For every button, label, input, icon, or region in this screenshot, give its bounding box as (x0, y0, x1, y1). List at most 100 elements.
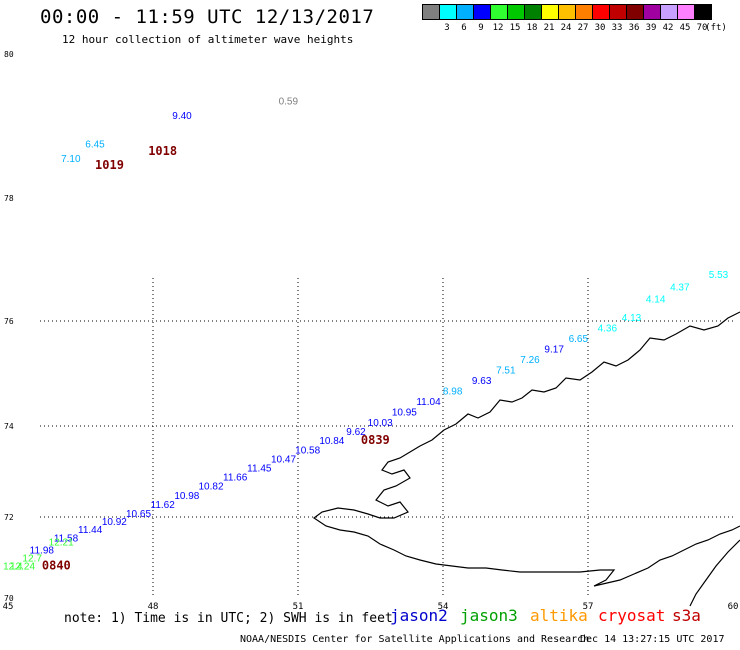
wave-height-label: 12.7 (22, 554, 42, 565)
y-tick-label: 70 (4, 594, 14, 603)
legend-color-swatch (694, 4, 712, 20)
wave-height-label: 7.51 (496, 366, 516, 377)
legend-color-swatch (541, 4, 559, 20)
data-labels: 0.59 7.10 6.45 9.40 1019 1018 5.53 4.37 4.14 4.13… (3, 96, 729, 572)
coastline (312, 311, 740, 607)
legend-value-label: 30 (594, 23, 606, 33)
legend-color-swatch (422, 4, 440, 20)
wave-height-label: 9.62 (346, 427, 366, 438)
wave-height-label: 9.40 (172, 111, 192, 122)
wave-height-label: 4.37 (670, 282, 690, 293)
legend-color-swatch (643, 4, 661, 20)
y-tick-label: 76 (4, 317, 14, 326)
legend-value-label: 36 (628, 23, 640, 33)
x-tick-label: 48 (148, 602, 159, 612)
wave-height-label: 7.10 (61, 154, 81, 165)
footer-timestamp: Dec 14 13:27:15 UTC 2017 (580, 634, 725, 645)
satellite-label-jason2: jason2 (390, 606, 448, 625)
legend-value-label: 6 (461, 23, 467, 33)
wave-height-label: 5.53 (709, 270, 729, 281)
y-tick-labels: 70 72 74 76 78 80 (4, 50, 14, 603)
legend-value-label: 27 (577, 23, 589, 33)
legend-color-swatch (626, 4, 644, 20)
wave-height-label: 11.04 (416, 397, 441, 408)
wave-height-label: 10.98 (174, 491, 199, 502)
legend-color-swatch (575, 4, 593, 20)
legend-color-swatch (524, 4, 542, 20)
x-tick-label: 45 (3, 602, 14, 612)
legend-color-swatch (439, 4, 457, 20)
legend-color-swatch (677, 4, 695, 20)
legend-value-label: 24 (560, 23, 572, 33)
x-tick-labels: 45 48 51 54 57 60 (3, 602, 739, 612)
wave-height-label: 8.98 (443, 387, 463, 398)
wave-height-label: 4.13 (622, 313, 642, 324)
legend-value-label: 39 (645, 23, 657, 33)
legend-color-swatch (507, 4, 525, 20)
chart-grid (40, 277, 733, 598)
x-tick-label: 54 (438, 602, 449, 612)
legend-color-swatch (592, 4, 610, 20)
coastline-path (312, 311, 740, 587)
time-label: 1019 (95, 158, 124, 172)
y-tick-label: 74 (4, 422, 14, 431)
wave-height-label: 11.98 (30, 545, 55, 556)
legend-color-swatch (609, 4, 627, 20)
legend-color-swatch (558, 4, 576, 20)
satellite-label-s3a: s3a (672, 606, 701, 625)
wave-height-label: 9.63 (472, 376, 492, 387)
wave-height-label: 12.4 (3, 562, 23, 573)
wave-height-label: 4.14 (646, 295, 666, 306)
wave-height-label: 10.03 (368, 418, 393, 429)
page-title: 00:00 - 11:59 UTC 12/13/2017 (40, 6, 375, 28)
legend-value-label: 9 (478, 23, 484, 33)
wave-height-label: 11.58 (54, 533, 79, 544)
wave-height-label: 12.24 (10, 562, 35, 573)
wave-height-label: 10.92 (102, 517, 127, 528)
satellite-label-jason3: jason3 (460, 606, 518, 625)
legend-value-label: 70 (696, 23, 708, 33)
wave-height-label: 6.45 (85, 140, 105, 151)
wave-height-label: 11.66 (223, 473, 248, 484)
legend-unit-label: (ft) (705, 23, 727, 33)
y-tick-label: 80 (4, 50, 14, 59)
y-tick-label: 78 (4, 194, 14, 203)
legend-value-label: 15 (509, 23, 521, 33)
footer-note: note: 1) Time is in UTC; 2) SWH is in fe… (64, 611, 393, 626)
wave-height-label: 11.62 (151, 500, 176, 511)
wave-height-label: 10.84 (319, 436, 344, 447)
wave-height-label: 10.58 (295, 445, 320, 456)
legend-color-swatch (660, 4, 678, 20)
wave-height-label: 10.82 (198, 482, 223, 493)
legend-value-label: 45 (679, 23, 691, 33)
wave-height-label: 11.45 (247, 464, 272, 475)
time-label: 0839 (361, 433, 390, 447)
coastline-path-south (689, 539, 740, 607)
wave-height-label: 12.21 (49, 537, 74, 548)
legend-value-label: 18 (526, 23, 538, 33)
x-tick-label: 60 (728, 602, 739, 612)
y-tick-label: 72 (4, 513, 14, 522)
legend-color-swatch (490, 4, 508, 20)
time-label: 1018 (148, 144, 177, 158)
page-subtitle: 12 hour collection of altimeter wave hei… (62, 33, 354, 46)
wave-height-label: 10.47 (271, 454, 296, 465)
x-tick-label: 57 (583, 602, 594, 612)
legend-color-swatch (456, 4, 474, 20)
legend-color-swatch (473, 4, 491, 20)
wave-height-label: 10.95 (392, 408, 417, 419)
wave-height-label: 6.65 (569, 334, 589, 345)
legend-value-label: 21 (543, 23, 555, 33)
time-label: 0840 (42, 559, 71, 573)
wave-height-label: 11.44 (78, 525, 103, 536)
wave-height-label: 0.59 (279, 96, 299, 107)
wave-height-label: 9.17 (544, 345, 564, 356)
x-tick-label: 51 (293, 602, 304, 612)
wave-height-label: 7.26 (520, 355, 540, 366)
wave-height-label: 10.65 (126, 509, 151, 520)
legend-value-label: 3 (444, 23, 450, 33)
satellite-label-cryosat: cryosat (598, 606, 666, 625)
legend-value-label: 33 (611, 23, 623, 33)
legend-value-label: 42 (662, 23, 674, 33)
